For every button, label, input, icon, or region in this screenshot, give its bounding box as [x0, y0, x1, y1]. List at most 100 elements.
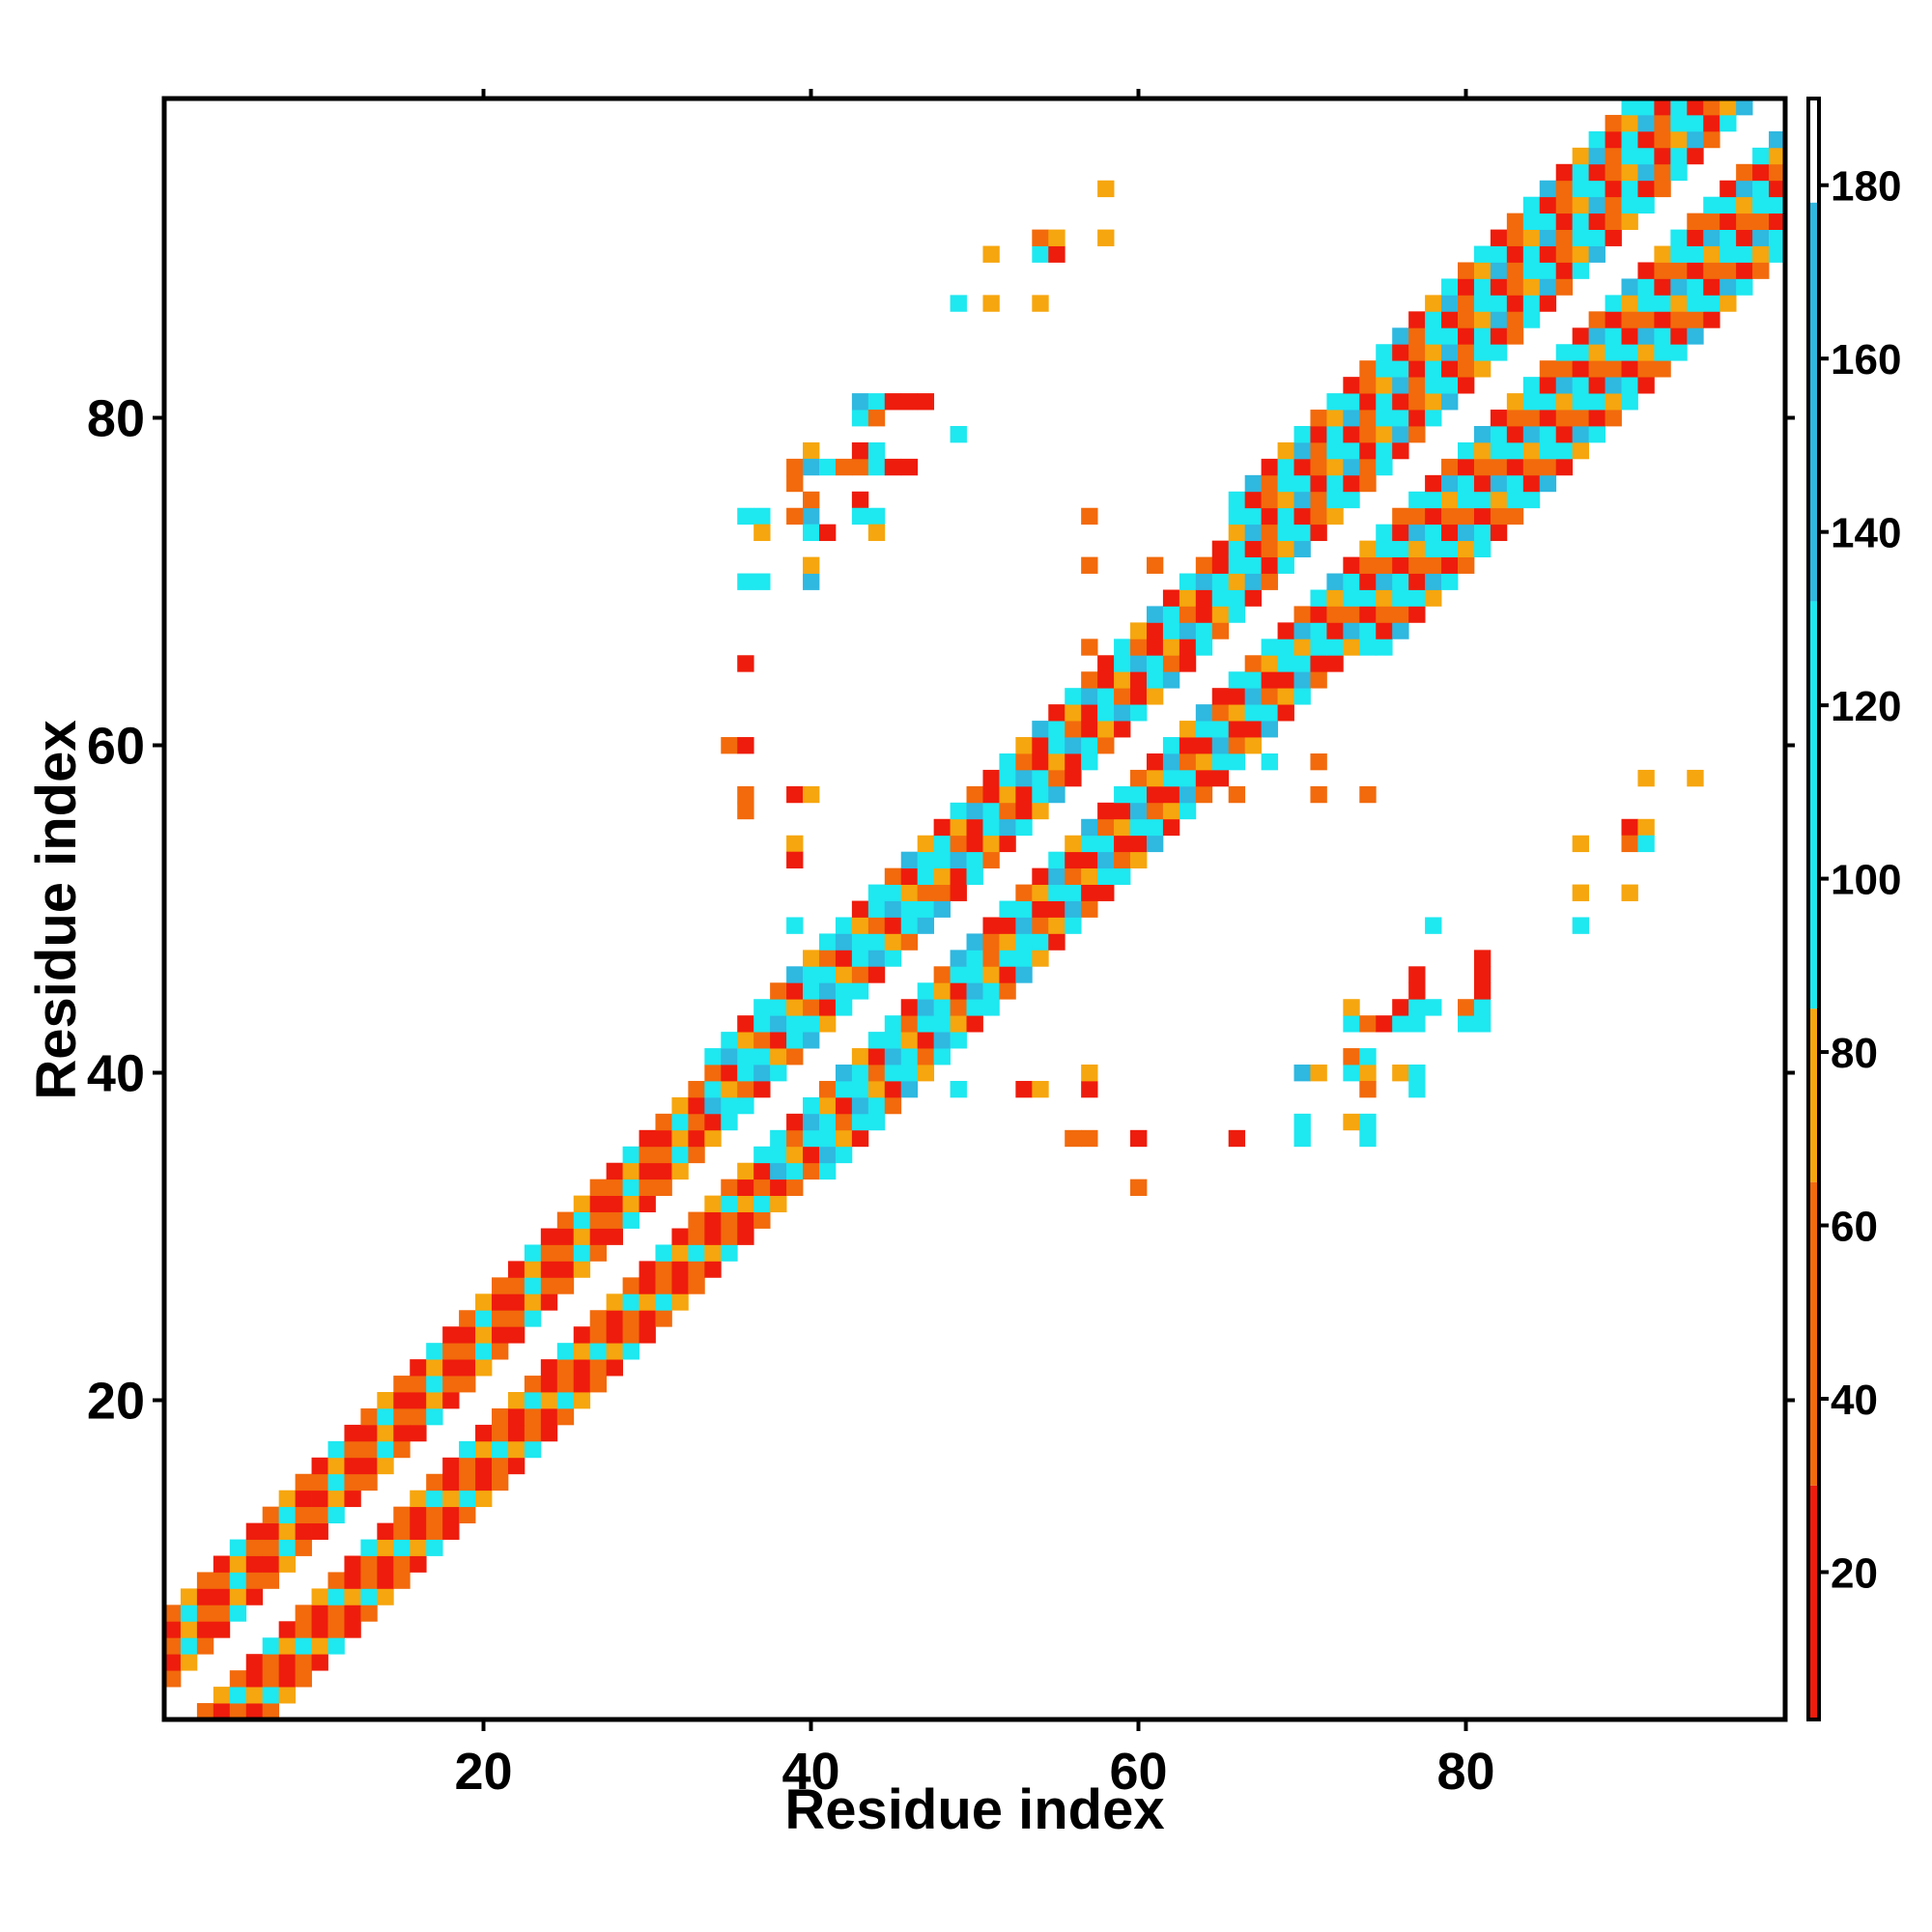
- heatmap-cell: [835, 1146, 853, 1164]
- heatmap-cell: [753, 1015, 771, 1033]
- heatmap-cell: [1244, 688, 1263, 705]
- heatmap-cell: [491, 1440, 509, 1459]
- heatmap-cell: [753, 1080, 771, 1098]
- heatmap-cell: [1310, 753, 1327, 771]
- heatmap-cell: [1670, 295, 1688, 312]
- heatmap-cell: [950, 884, 967, 901]
- heatmap-cell: [262, 1670, 280, 1688]
- heatmap-cell: [1506, 229, 1524, 246]
- heatmap-cell: [229, 1605, 247, 1622]
- heatmap-cell: [851, 393, 869, 411]
- heatmap-cell: [786, 507, 804, 526]
- heatmap-cell: [1670, 163, 1688, 182]
- heatmap-cell: [982, 966, 1000, 983]
- heatmap-cell: [1211, 769, 1230, 787]
- heatmap-cell: [1048, 785, 1065, 804]
- heatmap-cell: [1473, 311, 1492, 328]
- heatmap-cell: [229, 1687, 247, 1704]
- heatmap-cell: [1441, 344, 1459, 361]
- heatmap-cell: [867, 393, 886, 411]
- heatmap-cell: [818, 1015, 837, 1033]
- heatmap-cell: [1211, 704, 1230, 722]
- heatmap-cell: [1473, 950, 1492, 967]
- heatmap-cell: [410, 1522, 427, 1540]
- heatmap-cell: [1506, 441, 1524, 460]
- heatmap-cell: [1425, 410, 1442, 427]
- heatmap-cell: [1261, 474, 1278, 493]
- heatmap-cell: [1097, 671, 1115, 689]
- heatmap-cell: [1458, 524, 1475, 542]
- heatmap-cell: [1752, 245, 1770, 263]
- heatmap-cell: [1310, 655, 1327, 672]
- heatmap-cell: [540, 1376, 558, 1393]
- heatmap-cell: [721, 737, 738, 754]
- heatmap-cell: [786, 1162, 804, 1180]
- heatmap-cell: [1359, 606, 1377, 623]
- heatmap-cell: [524, 1407, 542, 1426]
- heatmap-cell: [1359, 1065, 1377, 1082]
- heatmap-cell: [1408, 344, 1426, 361]
- heatmap-cell: [884, 1080, 902, 1098]
- heatmap-cell: [1179, 802, 1197, 820]
- heatmap-cell: [1458, 491, 1475, 509]
- heatmap-cell: [770, 982, 787, 1000]
- heatmap-cell: [721, 1244, 738, 1262]
- heatmap-cell: [1490, 410, 1508, 427]
- heatmap-cell: [1392, 410, 1409, 427]
- heatmap-cell: [1703, 262, 1720, 279]
- heatmap-cell: [950, 950, 967, 967]
- heatmap-cell: [1015, 769, 1033, 787]
- heatmap-cell: [1228, 573, 1246, 590]
- heatmap-cell: [426, 1506, 443, 1524]
- heatmap-cell: [1408, 589, 1426, 607]
- heatmap-cell: [1343, 441, 1360, 460]
- heatmap-cell: [655, 1293, 672, 1311]
- heatmap-cell: [556, 1376, 575, 1393]
- heatmap-cell: [786, 999, 804, 1016]
- heatmap-cell: [999, 917, 1016, 934]
- heatmap-cell: [245, 1687, 264, 1704]
- heatmap-cell: [1769, 147, 1786, 165]
- heatmap-cell: [360, 1407, 378, 1426]
- heatmap-cell: [1752, 262, 1770, 279]
- heatmap-cell: [786, 458, 804, 476]
- heatmap-cell: [377, 1407, 394, 1426]
- heatmap-cell: [933, 818, 951, 837]
- heatmap-cell: [803, 524, 820, 542]
- heatmap-cell: [1376, 540, 1393, 557]
- heatmap-cell: [1048, 900, 1065, 918]
- heatmap-cell: [1769, 130, 1786, 149]
- heatmap-cell: [196, 1621, 214, 1638]
- heatmap-cell: [589, 1359, 608, 1377]
- heatmap-cell: [1130, 622, 1148, 639]
- heatmap-cell: [1310, 785, 1327, 804]
- heatmap-cell: [688, 1261, 705, 1278]
- heatmap-cell: [573, 1261, 591, 1278]
- heatmap-cell: [803, 507, 820, 526]
- heatmap-cell: [1179, 589, 1197, 607]
- heatmap-cell: [1473, 491, 1492, 509]
- heatmap-cell: [1015, 966, 1033, 983]
- heatmap-cell: [1162, 818, 1180, 837]
- heatmap-cell: [1425, 344, 1442, 361]
- heatmap-cell: [950, 802, 967, 820]
- heatmap-cell: [1195, 737, 1213, 754]
- heatmap-cell: [1769, 213, 1786, 230]
- heatmap-cell: [1539, 245, 1557, 263]
- heatmap-cell: [1326, 507, 1344, 526]
- heatmap-cell: [1261, 721, 1278, 738]
- heatmap-cell: [933, 1032, 951, 1049]
- heatmap-cell: [1310, 507, 1327, 526]
- heatmap-cell: [835, 933, 853, 951]
- heatmap-cell: [900, 884, 919, 901]
- heatmap-cell: [1310, 425, 1327, 443]
- heatmap-cell: [1621, 393, 1638, 411]
- heatmap-cell: [721, 1228, 738, 1245]
- heatmap-cell: [704, 1261, 722, 1278]
- heatmap-cell: [1506, 474, 1524, 493]
- heatmap-cell: [573, 1228, 591, 1245]
- heatmap-cell: [164, 1654, 182, 1671]
- heatmap-cell: [459, 1490, 476, 1508]
- heatmap-cell: [278, 1621, 296, 1638]
- heatmap-cell: [213, 1572, 231, 1589]
